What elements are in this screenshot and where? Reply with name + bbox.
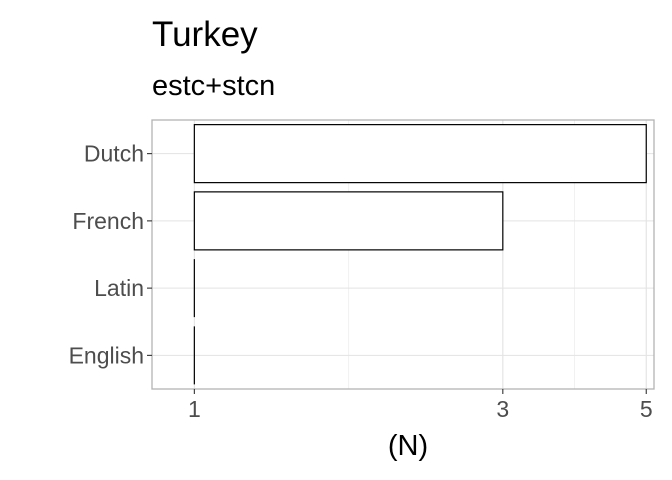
- x-tick-label: 1: [188, 396, 201, 422]
- plot-area: Dutch French Latin English 1 3 5: [69, 119, 655, 422]
- x-tick-label: 5: [640, 396, 653, 422]
- x-axis-title: (N): [388, 430, 428, 462]
- bar-french: [193, 191, 504, 251]
- y-tick-label: French: [72, 208, 144, 234]
- y-tick-label: Latin: [94, 275, 144, 301]
- y-tick-label: English: [69, 342, 144, 368]
- y-tick-label: Dutch: [84, 141, 144, 167]
- chart-subtitle: estc+stcn: [152, 70, 275, 102]
- x-tick-label: 3: [496, 396, 509, 422]
- chart-title: Turkey: [152, 15, 258, 54]
- bar-dutch: [193, 124, 647, 184]
- panel-border: [151, 119, 655, 390]
